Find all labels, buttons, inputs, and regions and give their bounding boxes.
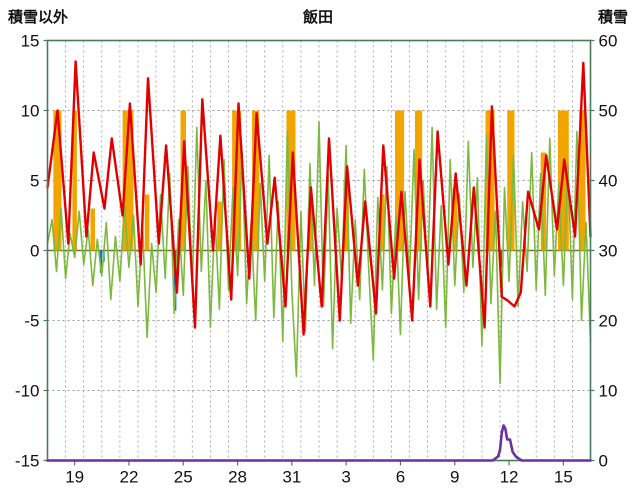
- x-tick-label: 25: [174, 468, 193, 487]
- y-right-tick-label: 10: [599, 382, 618, 401]
- x-tick-label: 15: [554, 468, 573, 487]
- y-right-tick-label: 0: [599, 452, 608, 471]
- y-right-tick-label: 60: [599, 32, 618, 51]
- series-temperature: [46, 60, 592, 336]
- x-tick-label: 31: [282, 468, 301, 487]
- y-right-tick-label: 50: [599, 102, 618, 121]
- series-green-series: [46, 120, 592, 385]
- y-left-tick-label: -5: [24, 312, 39, 331]
- chart-title: 飯田: [302, 8, 333, 26]
- y-left-tick-label: 15: [21, 32, 40, 51]
- x-tick-label: 22: [119, 468, 138, 487]
- y-right-tick-label: 20: [599, 312, 618, 331]
- x-tick-label: 28: [228, 468, 247, 487]
- y-left-tick-label: -10: [15, 382, 40, 401]
- y-left-tick-label: 5: [30, 172, 39, 191]
- x-tick-label: 12: [500, 468, 519, 487]
- left-axis-title: 積雪以外: [7, 8, 68, 26]
- series-snow-depth: [46, 424, 592, 462]
- x-tick-label: 9: [450, 468, 459, 487]
- y-left-tick-label: -15: [15, 452, 40, 471]
- y-right-tick-label: 40: [599, 172, 618, 191]
- x-tick-label: 3: [341, 468, 350, 487]
- y-right-tick-label: 30: [599, 242, 618, 261]
- y-left-tick-label: 0: [30, 242, 39, 261]
- x-tick-label: 6: [396, 468, 405, 487]
- y-left-tick-label: 10: [21, 102, 40, 121]
- right-axis-title: 積雪: [597, 8, 628, 26]
- x-tick-label: 19: [65, 468, 84, 487]
